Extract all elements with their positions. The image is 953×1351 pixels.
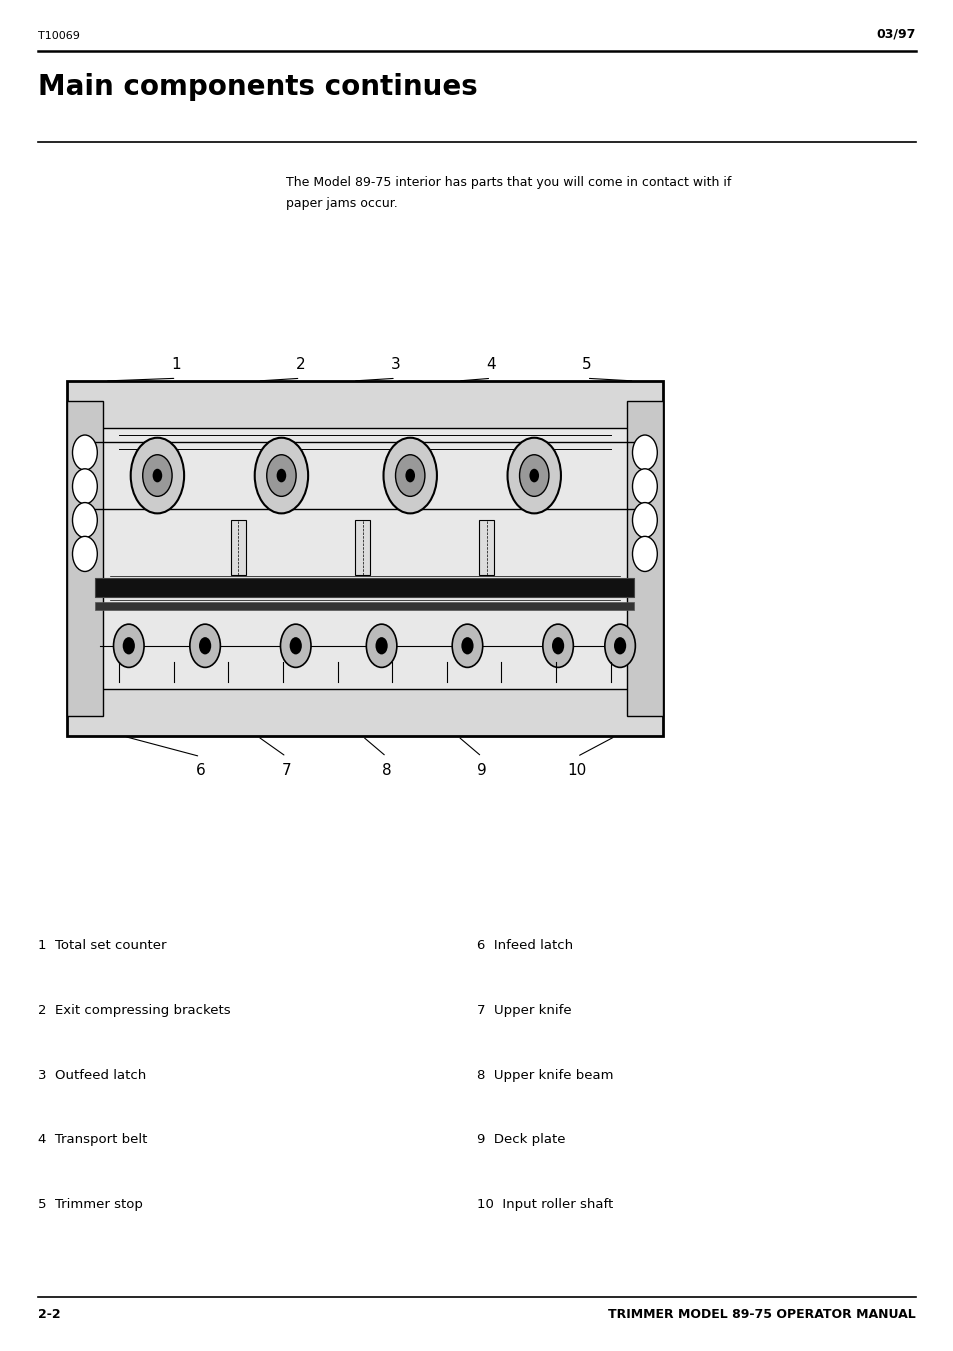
Text: T10069: T10069 bbox=[38, 31, 80, 41]
Circle shape bbox=[632, 503, 657, 538]
Text: 7: 7 bbox=[281, 763, 291, 778]
Circle shape bbox=[290, 638, 301, 654]
Text: 03/97: 03/97 bbox=[876, 27, 915, 41]
Text: 8: 8 bbox=[381, 763, 391, 778]
Text: 3: 3 bbox=[391, 357, 400, 372]
Bar bbox=[95, 603, 634, 611]
Circle shape bbox=[405, 469, 415, 482]
Circle shape bbox=[280, 624, 311, 667]
Circle shape bbox=[529, 469, 538, 482]
Bar bbox=[231, 520, 246, 576]
Text: Main components continues: Main components continues bbox=[38, 73, 477, 101]
Text: The Model 89-75 interior has parts that you will come in contact with if
paper j: The Model 89-75 interior has parts that … bbox=[286, 176, 731, 209]
Text: 10: 10 bbox=[567, 763, 586, 778]
Text: 8  Upper knife beam: 8 Upper knife beam bbox=[476, 1069, 613, 1082]
Circle shape bbox=[131, 438, 184, 513]
Circle shape bbox=[152, 469, 162, 482]
Bar bbox=[67, 381, 662, 736]
Circle shape bbox=[461, 638, 473, 654]
Circle shape bbox=[267, 455, 295, 496]
Text: 6  Infeed latch: 6 Infeed latch bbox=[476, 939, 573, 952]
Text: 2  Exit compressing brackets: 2 Exit compressing brackets bbox=[38, 1004, 231, 1017]
Circle shape bbox=[113, 624, 144, 667]
Circle shape bbox=[375, 638, 387, 654]
Text: 5  Trimmer stop: 5 Trimmer stop bbox=[38, 1198, 143, 1212]
Bar bbox=[478, 520, 494, 576]
Circle shape bbox=[276, 469, 286, 482]
Circle shape bbox=[72, 536, 97, 571]
Text: 9  Deck plate: 9 Deck plate bbox=[476, 1133, 565, 1147]
Text: 6: 6 bbox=[195, 763, 205, 778]
Text: 3  Outfeed latch: 3 Outfeed latch bbox=[38, 1069, 146, 1082]
Circle shape bbox=[507, 438, 560, 513]
Circle shape bbox=[366, 624, 396, 667]
Circle shape bbox=[452, 624, 482, 667]
Circle shape bbox=[519, 455, 548, 496]
Circle shape bbox=[254, 438, 308, 513]
Text: 4  Transport belt: 4 Transport belt bbox=[38, 1133, 148, 1147]
Circle shape bbox=[395, 455, 424, 496]
Text: 1  Total set counter: 1 Total set counter bbox=[38, 939, 167, 952]
Bar bbox=[91, 428, 639, 689]
Text: 9: 9 bbox=[476, 763, 486, 778]
Bar bbox=[355, 520, 370, 576]
Circle shape bbox=[632, 469, 657, 504]
Bar bbox=[67, 401, 103, 716]
Text: 1: 1 bbox=[172, 357, 181, 372]
Circle shape bbox=[632, 536, 657, 571]
Circle shape bbox=[552, 638, 563, 654]
Circle shape bbox=[542, 624, 573, 667]
Circle shape bbox=[190, 624, 220, 667]
Circle shape bbox=[604, 624, 635, 667]
Circle shape bbox=[632, 435, 657, 470]
Bar bbox=[95, 578, 634, 597]
Circle shape bbox=[72, 469, 97, 504]
Text: TRIMMER MODEL 89-75 OPERATOR MANUAL: TRIMMER MODEL 89-75 OPERATOR MANUAL bbox=[607, 1308, 915, 1321]
Text: 10  Input roller shaft: 10 Input roller shaft bbox=[476, 1198, 613, 1212]
Circle shape bbox=[199, 638, 211, 654]
Text: 5: 5 bbox=[581, 357, 591, 372]
Circle shape bbox=[123, 638, 134, 654]
Circle shape bbox=[383, 438, 436, 513]
Circle shape bbox=[143, 455, 172, 496]
Text: 7  Upper knife: 7 Upper knife bbox=[476, 1004, 571, 1017]
Bar bbox=[626, 401, 662, 716]
Text: 2-2: 2-2 bbox=[38, 1308, 61, 1321]
Text: 4: 4 bbox=[486, 357, 496, 372]
Circle shape bbox=[72, 435, 97, 470]
Text: 2: 2 bbox=[295, 357, 305, 372]
Circle shape bbox=[614, 638, 625, 654]
Circle shape bbox=[72, 503, 97, 538]
